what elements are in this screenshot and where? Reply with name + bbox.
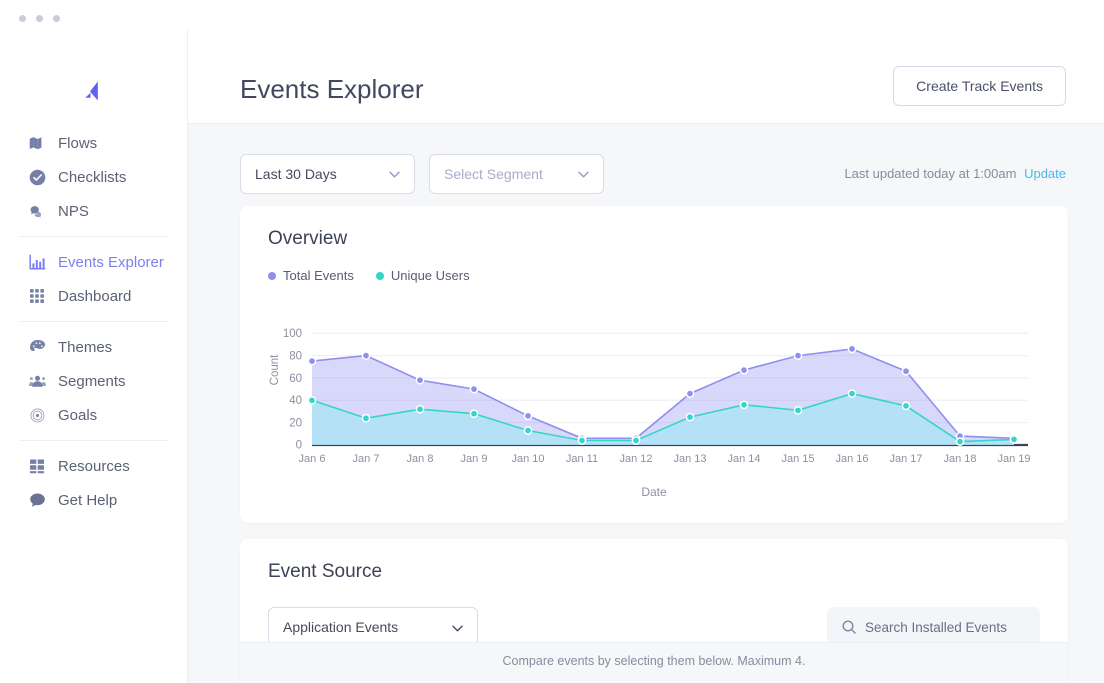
svg-text:Jan 18: Jan 18 bbox=[943, 453, 976, 465]
svg-text:Jan 9: Jan 9 bbox=[461, 453, 488, 465]
svg-text:100: 100 bbox=[283, 328, 302, 340]
svg-text:Jan 12: Jan 12 bbox=[619, 453, 652, 465]
svg-text:80: 80 bbox=[289, 351, 302, 363]
svg-text:Jan 15: Jan 15 bbox=[781, 453, 814, 465]
svg-text:Jan 8: Jan 8 bbox=[407, 453, 434, 465]
svg-text:60: 60 bbox=[289, 373, 302, 385]
svg-text:Count: Count bbox=[269, 354, 281, 385]
svg-text:0: 0 bbox=[296, 440, 302, 452]
svg-text:40: 40 bbox=[289, 395, 302, 407]
svg-text:Jan 14: Jan 14 bbox=[727, 453, 760, 465]
svg-text:Jan 13: Jan 13 bbox=[673, 453, 706, 465]
svg-text:20: 20 bbox=[289, 418, 302, 430]
svg-text:Jan 10: Jan 10 bbox=[511, 453, 544, 465]
svg-text:Jan 11: Jan 11 bbox=[566, 453, 598, 465]
svg-text:Jan 6: Jan 6 bbox=[299, 453, 326, 465]
svg-text:Jan 19: Jan 19 bbox=[997, 453, 1030, 465]
svg-text:Jan 16: Jan 16 bbox=[835, 453, 868, 465]
svg-text:Jan 7: Jan 7 bbox=[353, 453, 380, 465]
svg-text:Jan 17: Jan 17 bbox=[889, 453, 922, 465]
